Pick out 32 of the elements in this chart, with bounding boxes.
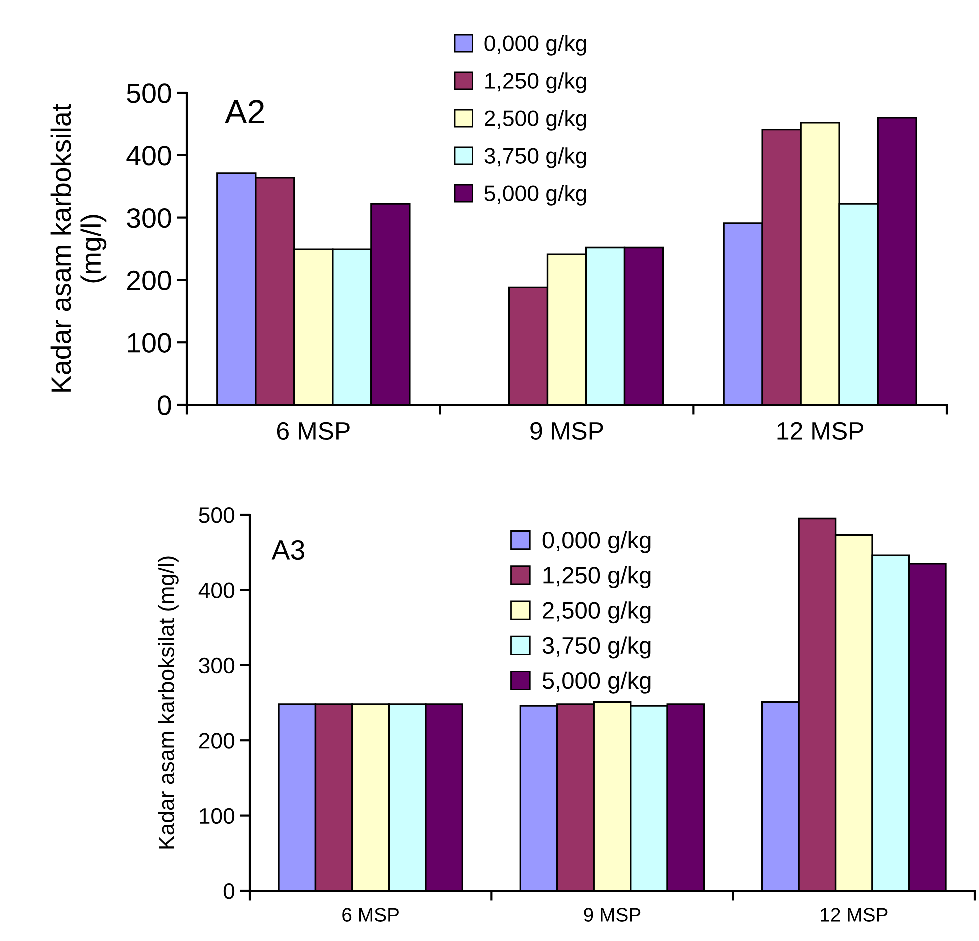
legend-label: 1,250 g/kg [544, 566, 651, 589]
y-axis-title: Kadar asam karboksilat (mg/l) [158, 556, 179, 849]
y-tick-label: 0 [158, 396, 172, 416]
y-tick-label: 300 [199, 658, 235, 674]
y-tick-label: 200 [127, 270, 172, 291]
x-tick-label: 12 MSP [821, 908, 888, 922]
legend-label: 3,750 g/kg [542, 636, 651, 659]
legend-label: 1,250 g/kg [486, 72, 586, 94]
y-tick-label: 100 [128, 333, 172, 353]
legend-label: 3,750 g/kg [484, 148, 586, 168]
x-tick-label: 9 MSP [530, 422, 604, 440]
x-tick-label: 6 MSP [277, 422, 350, 440]
legend-label: 5,000 g/kg [484, 185, 586, 206]
legend-label: 0,000 g/kg [484, 35, 586, 56]
annotation: A3 [272, 540, 305, 560]
y-tick-label: 200 [199, 733, 235, 749]
y-tick-label: 500 [199, 508, 235, 524]
y-tick-label: 300 [127, 208, 172, 228]
x-tick-label: 12 MSP [778, 422, 864, 440]
y-tick-label: 0 [224, 884, 235, 900]
x-tick-label: 9 MSP [584, 908, 641, 922]
y-tick-label: 500 [127, 84, 172, 104]
y-tick-label: 400 [126, 146, 172, 166]
legend-label: 5,000 g/kg [542, 672, 651, 694]
legend-label: 2,500 g/kg [485, 110, 586, 131]
legend-label: 2,500 g/kg [543, 602, 651, 624]
y-tick-label: 100 [200, 808, 235, 824]
y-axis-title: Kadar asam karboksilat (mg/l) [50, 104, 107, 392]
y-tick-label: 400 [198, 582, 235, 598]
annotation: A2 [225, 100, 264, 124]
legend-label: 0,000 g/kg [542, 531, 651, 554]
x-tick-label: 6 MSP [342, 908, 399, 922]
